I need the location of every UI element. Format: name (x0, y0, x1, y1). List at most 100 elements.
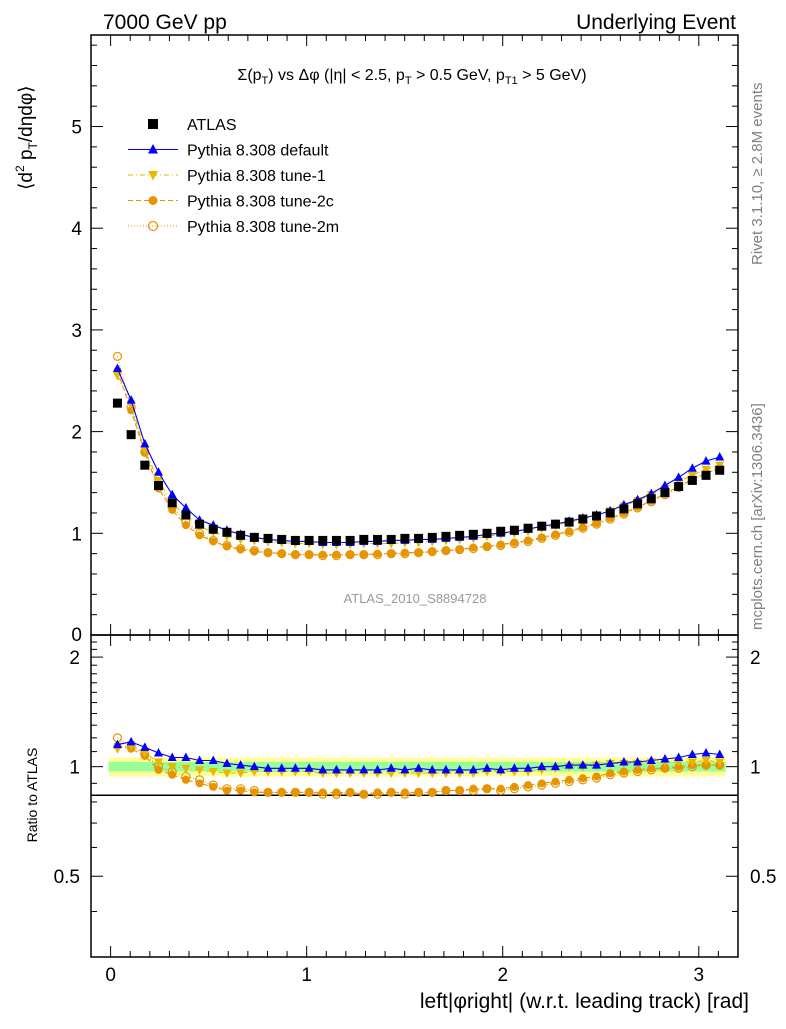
pythia-8-308-tune-2c-ratio-point (660, 764, 669, 773)
pythia-8-308-tune-2c-ratio-point (496, 784, 505, 793)
pythia-8-308-tune-1-ratio-point (181, 764, 191, 774)
pythia-8-308-default-ratio-point (249, 761, 259, 771)
atlas-point (304, 535, 314, 545)
pythia-8-308-tune-2c-ratio-point (441, 786, 450, 795)
pythia-8-308-default-ratio-point (592, 760, 602, 769)
ratio-data-marks (112, 733, 725, 799)
legend-label: ATLAS (187, 117, 237, 134)
ratio-axes: 0.5 0.5 1 1 2 2 0 1 2 3 (54, 635, 776, 986)
atlas-point (455, 530, 465, 540)
pythia-8-308-default-ratio-point (646, 755, 656, 764)
y-tick-label: 5 (71, 118, 82, 139)
pythia-8-308-tune-2m-point (112, 351, 123, 361)
y-tick-label: 2 (71, 423, 82, 444)
pythia-8-308-tune-2c-ratio-point (291, 788, 300, 797)
pythia-8-308-default-ratio-point (290, 763, 300, 772)
legend-marker (148, 196, 158, 205)
ratio-y-tick-label: 0.5 (54, 867, 80, 888)
pythia-8-308-tune-2c-ratio-point (346, 788, 355, 797)
pythia-8-308-default-ratio-point (359, 764, 369, 774)
legend-marker (148, 144, 158, 154)
pythia-8-308-tune-2c-ratio-point (154, 765, 163, 774)
pythia-8-308-default-ratio-series (112, 736, 725, 774)
pythia-8-308-default-ratio-point (126, 736, 136, 746)
pythia-8-308-default-ratio-point (578, 760, 588, 769)
atlas-point (687, 475, 697, 485)
atlas-point (386, 534, 396, 544)
pythia-8-308-tune-1-ratio-point (236, 769, 246, 779)
legend-marker (147, 220, 159, 232)
pythia-8-308-tune-1-ratio-point (154, 758, 164, 767)
pythia-8-308-default-point (687, 463, 697, 472)
pythia-8-308-default-ratio-point (386, 763, 396, 772)
pythia-8-308-default-ratio-point (550, 761, 560, 771)
pythia-8-308-tune-2c-point (524, 536, 533, 545)
pythia-8-308-tune-2c-point (305, 550, 314, 559)
legend-label: Pythia 8.308 default (187, 143, 329, 160)
atlas-point (564, 517, 574, 527)
pythia-8-308-tune-2c-point (428, 547, 437, 556)
pythia-8-308-default-ratio-point (605, 758, 615, 768)
atlas-point (660, 488, 670, 498)
pythia-8-308-tune-2c-point (455, 545, 464, 554)
legend-label: Pythia 8.308 tune-2m (187, 219, 339, 236)
x-tick-label: 1 (301, 965, 312, 986)
atlas-point (195, 519, 205, 529)
atlas-point (277, 534, 287, 544)
header-left-label: 7000 GeV pp (103, 11, 227, 34)
pythia-8-308-tune-2c-point (414, 548, 423, 557)
pythia-8-308-tune-2c-ratio-point (414, 788, 423, 797)
legend-label: Pythia 8.308 tune-2c (187, 194, 334, 211)
pythia-8-308-default-ratio-point (482, 763, 492, 772)
mcplots-reference-label: mcplots.cern.ch [arXiv:1306.3436] (749, 403, 766, 630)
atlas-point (592, 511, 602, 521)
legend-entry-atlas: ATLAS (148, 117, 237, 134)
pythia-8-308-tune-1-ratio-point (140, 749, 150, 759)
pythia-8-308-tune-2c-ratio-point (578, 774, 587, 783)
pythia-8-308-tune-2c-point (318, 550, 327, 559)
atlas-point (605, 508, 615, 518)
pythia-8-308-default-ratio-point (331, 764, 341, 774)
pythia-8-308-default-ratio-point (523, 763, 533, 772)
header-right-label: Underlying Event (576, 11, 736, 34)
pythia-8-308-tune-2c-ratio-point (236, 786, 245, 795)
atlas-point (236, 530, 246, 540)
pythia-8-308-default-ratio-point (455, 764, 465, 774)
pythia-8-308-tune-2c-point (291, 550, 300, 559)
pythia-8-308-tune-2c-ratio-point (305, 788, 314, 797)
atlas-series (112, 398, 725, 545)
pythia-8-308-tune-2c-point (277, 549, 286, 558)
pythia-8-308-tune-2c-ratio-point (332, 788, 341, 797)
atlas-point (633, 499, 643, 509)
ratio-y-tick-label-right: 2 (750, 648, 761, 669)
main-axes: 1 2 3 4 5 0 (71, 35, 738, 646)
pythia-8-308-default-point (167, 489, 177, 499)
main-title: Σ(pT) vs Δφ (|η| < 2.5, pT > 0.5 GeV, pT… (237, 67, 586, 87)
pythia-8-308-tune-2c-point (332, 550, 341, 559)
legend-label: Pythia 8.308 tune-1 (187, 168, 326, 185)
atlas-point (112, 398, 122, 408)
pythia-8-308-tune-2c-point (387, 549, 396, 558)
pythia-8-308-default-ratio-point (496, 764, 506, 774)
atlas-point (181, 510, 191, 520)
pythia-8-308-default-ratio-point (181, 752, 191, 761)
atlas-point (263, 533, 273, 543)
atlas-point (482, 528, 492, 538)
pythia-8-308-tune-2c-point (359, 550, 368, 559)
ratio-panel-frame (90, 634, 739, 958)
main-data-marks (112, 351, 725, 561)
atlas-point (523, 523, 533, 533)
pythia-8-308-tune-2c-point (209, 537, 218, 546)
pythia-8-308-tune-2c-ratio-point (222, 786, 231, 795)
pythia-8-308-default-ratio-point (537, 761, 547, 771)
atlas-point (126, 430, 136, 440)
pythia-8-308-tune-2c-point (551, 530, 560, 539)
y-tick-label: 1 (71, 524, 82, 545)
pythia-8-308-tune-2c-ratio-point (209, 782, 218, 791)
legend: ATLAS Pythia 8.308 default Pythia 8.308 tu… (128, 117, 339, 236)
atlas-point (578, 514, 588, 524)
atlas-point (222, 527, 232, 537)
pythia-8-308-tune-2c-ratio-point (277, 788, 286, 797)
pythia-8-308-tune-2c-point (222, 542, 231, 551)
